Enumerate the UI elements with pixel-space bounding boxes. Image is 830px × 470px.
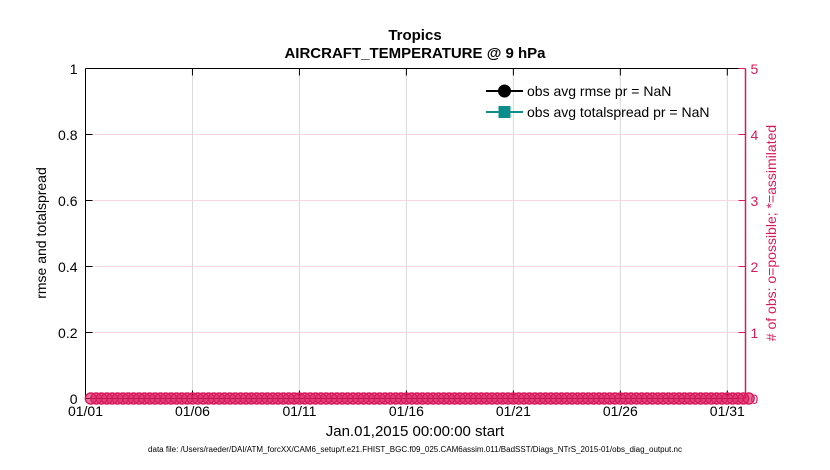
legend-marker-totalspread-square bbox=[498, 106, 511, 118]
x-tick-label: 01/26 bbox=[602, 403, 638, 419]
data-file-footnote: data file: /Users/raeder/DAI/ATM_forcXX/… bbox=[148, 445, 682, 454]
legend-marker-rmse-circle bbox=[498, 84, 511, 98]
y-tick-label-left: 0.4 bbox=[58, 258, 78, 275]
y-tick-label-right: 2 bbox=[750, 258, 759, 275]
y-axis-label-right: # of obs: o=possible; *=assimilated bbox=[763, 124, 779, 342]
x-tick-label: 01/16 bbox=[388, 403, 424, 419]
y-tick-label-right: 3 bbox=[750, 192, 759, 209]
y-tick-label-right: 0 bbox=[750, 390, 759, 407]
legend-label-totalspread: obs avg totalspread pr = NaN bbox=[527, 104, 710, 120]
y-tick-label-left: 0 bbox=[69, 390, 78, 407]
chart-subtitle: AIRCRAFT_TEMPERATURE @ 9 hPa bbox=[284, 45, 546, 62]
obs-possible-marker bbox=[742, 392, 755, 405]
y-tick-label-right: 1 bbox=[750, 324, 759, 341]
y-tick-label-right: 4 bbox=[750, 126, 759, 143]
x-tick-label: 01/06 bbox=[174, 403, 210, 419]
y-tick-label-right: 5 bbox=[750, 60, 759, 77]
legend-label-rmse: obs avg rmse pr = NaN bbox=[527, 83, 672, 99]
x-tick-label: 01/01 bbox=[67, 403, 104, 419]
chart-title: Tropics bbox=[388, 27, 442, 44]
x-tick-label: 01/11 bbox=[282, 403, 317, 419]
y-tick-label-left: 0.8 bbox=[58, 126, 78, 143]
y-axis-label-left: rmse and totalspread bbox=[33, 167, 49, 299]
x-axis-label: Jan.01,2015 00:00:00 start bbox=[325, 423, 505, 440]
x-tick-label: 01/31 bbox=[709, 403, 745, 419]
x-tick-label: 01/21 bbox=[495, 403, 531, 419]
y-tick-label-left: 0.6 bbox=[58, 192, 78, 209]
y-tick-label-left: 0.2 bbox=[58, 324, 78, 341]
y-tick-label-left: 1 bbox=[69, 60, 78, 77]
